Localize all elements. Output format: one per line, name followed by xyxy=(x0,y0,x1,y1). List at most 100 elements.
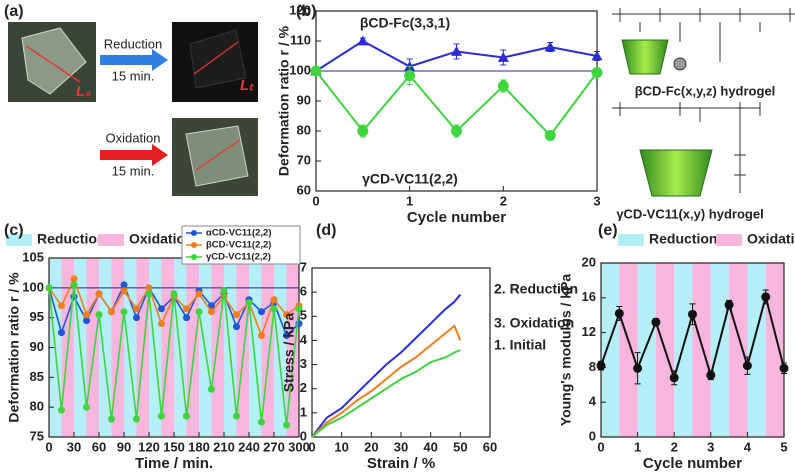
y-tick-label: 75 xyxy=(30,428,44,443)
data-point xyxy=(120,281,128,289)
data-point xyxy=(145,290,153,298)
data-point xyxy=(58,302,65,310)
data-point xyxy=(70,293,78,301)
cyclodextrin xyxy=(639,149,713,197)
data-point xyxy=(688,309,697,319)
data-point xyxy=(108,308,115,316)
y-tick-label: 80 xyxy=(30,399,44,414)
data-point xyxy=(208,385,215,393)
y-tick-label: 0 xyxy=(589,428,596,443)
data-point xyxy=(120,308,128,316)
data-point xyxy=(145,284,153,292)
y-tick-label: 80 xyxy=(297,122,311,137)
y-tick-label: 4 xyxy=(589,394,597,409)
legend-swatch xyxy=(618,234,644,246)
plot-frame xyxy=(315,10,598,192)
background-band xyxy=(619,263,638,437)
y-tick-label: 70 xyxy=(297,152,311,167)
data-point xyxy=(83,311,90,319)
data-point xyxy=(208,308,215,316)
y-tick-label: 95 xyxy=(30,309,44,324)
cyclodextrin xyxy=(621,39,669,75)
y-tick-label: 7 xyxy=(300,259,307,274)
data-point xyxy=(108,415,115,423)
arrow-label: Oxidation xyxy=(106,130,161,145)
legend-marker xyxy=(191,230,197,236)
x-tick-label: 4 xyxy=(744,439,752,454)
data-point xyxy=(95,290,103,298)
y-tick-label: 90 xyxy=(297,92,311,107)
series-label: 1. Initial xyxy=(494,337,546,353)
x-tick-label: 50 xyxy=(453,439,467,454)
x-tick-label: 20 xyxy=(364,439,378,454)
x-tick-label: 10 xyxy=(334,439,348,454)
panel-label: (e) xyxy=(598,222,618,239)
x-tick-label: 3 xyxy=(593,193,600,208)
x-tick-label: 90 xyxy=(117,439,131,454)
y-tick-label: 3 xyxy=(300,356,307,371)
length-line xyxy=(25,45,81,83)
data-point xyxy=(183,314,190,322)
legend-label: Reduction xyxy=(37,231,105,247)
side-chain xyxy=(699,108,746,193)
panel-label: (a) xyxy=(4,3,24,20)
data-point xyxy=(70,275,78,283)
panel-label: (d) xyxy=(316,222,336,239)
panel-label: (c) xyxy=(4,222,24,239)
y-tick-label: 60 xyxy=(297,182,311,197)
series-line xyxy=(311,324,462,438)
data-point xyxy=(614,308,624,318)
background-band xyxy=(601,263,620,437)
data-point xyxy=(58,406,65,414)
data-point xyxy=(544,130,556,141)
data-point xyxy=(451,46,462,56)
series-line xyxy=(311,349,461,438)
data-point xyxy=(195,308,203,316)
plot-frame xyxy=(311,267,491,438)
data-point xyxy=(761,292,771,302)
y-tick-label: 12 xyxy=(582,324,596,339)
y-tick-label: 105 xyxy=(22,249,44,264)
data-point xyxy=(120,287,128,295)
x-tick-label: 120 xyxy=(138,439,160,454)
data-point xyxy=(233,412,240,420)
y-axis-label: Deformation ratio r / % xyxy=(276,25,292,176)
arrow-label: Reduction xyxy=(104,36,163,51)
chart: ReductionOxidation048121620012345Cycle n… xyxy=(558,222,795,472)
data-point xyxy=(70,281,78,289)
data-point xyxy=(270,296,278,304)
data-point xyxy=(283,332,290,340)
x-tick-label: 1 xyxy=(406,193,413,208)
data-point xyxy=(283,311,290,319)
x-tick-label: 210 xyxy=(213,439,235,454)
x-tick-label: 0 xyxy=(597,439,604,454)
series-label: γCD-VC11(2,2) xyxy=(362,171,458,187)
series-label: 2. Reduction xyxy=(494,281,578,297)
x-tick-label: 60 xyxy=(483,439,497,454)
background-band xyxy=(136,258,149,437)
arrow xyxy=(100,49,168,71)
data-point xyxy=(183,305,190,313)
data-point xyxy=(357,35,369,46)
x-axis-label: Time / min. xyxy=(135,455,213,472)
data-point xyxy=(220,287,228,295)
x-tick-label: 300 xyxy=(288,439,310,454)
data-point xyxy=(258,332,265,340)
data-point xyxy=(133,415,140,423)
arrow-label: 15 min. xyxy=(112,68,155,83)
data-point xyxy=(591,67,603,78)
y-tick-label: 1 xyxy=(300,404,307,419)
data-point xyxy=(404,70,416,81)
legend-swatch xyxy=(716,234,742,246)
background-band xyxy=(86,258,99,437)
legend-label: Oxidation xyxy=(747,231,795,247)
length-label: L₀ xyxy=(76,83,91,100)
background-band xyxy=(747,263,766,437)
legend-swatch xyxy=(98,234,124,246)
legend-marker xyxy=(191,254,197,260)
gel xyxy=(21,27,87,95)
data-point xyxy=(451,125,462,137)
data-point xyxy=(233,323,240,331)
plot-frame xyxy=(48,257,300,438)
